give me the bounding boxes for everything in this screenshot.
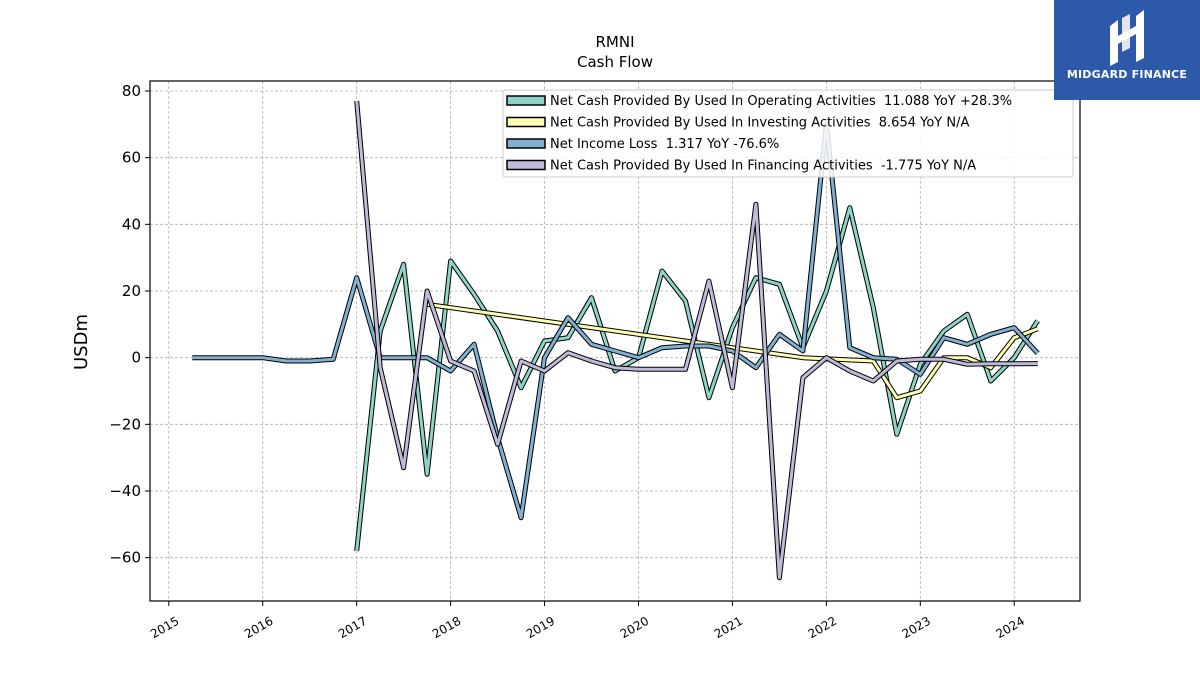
x-tick-label: 2017 xyxy=(336,614,369,641)
series-group xyxy=(192,100,1040,581)
legend-label-2: Net Income Loss 1.317 YoY -76.6% xyxy=(550,137,779,152)
x-tick-label: 2015 xyxy=(148,614,181,641)
series-line-outline-0 xyxy=(354,205,1040,552)
series-line-2 xyxy=(192,122,1039,520)
legend-box xyxy=(502,89,1074,178)
y-tick-label: −60 xyxy=(109,549,141,567)
x-tick-label: 2018 xyxy=(430,614,463,641)
legend-label-3: Net Cash Provided By Used In Financing A… xyxy=(550,159,976,174)
x-tick-label: 2024 xyxy=(994,614,1027,641)
x-tick-label: 2021 xyxy=(712,614,745,641)
legend-swatch-1 xyxy=(506,116,546,128)
x-tick-label: 2019 xyxy=(524,614,557,641)
y-tick-label: −40 xyxy=(109,482,141,500)
series-line-0 xyxy=(355,206,1039,552)
y-tick-label: 0 xyxy=(131,349,141,367)
y-tick-label: −20 xyxy=(109,415,141,433)
x-tick-label: 2016 xyxy=(242,614,275,641)
x-tick-label: 2020 xyxy=(618,614,651,641)
legend: Net Cash Provided By Used In Operating A… xyxy=(502,89,1074,178)
chart-title: RMNI xyxy=(595,33,634,51)
logo-mark-icon xyxy=(1110,10,1144,66)
y-tick-label: 60 xyxy=(122,149,141,167)
y-tick-label: 80 xyxy=(122,82,141,100)
legend-label-0: Net Cash Provided By Used In Operating A… xyxy=(550,94,1012,109)
y-tick-label: 20 xyxy=(122,282,141,300)
legend-label-1: Net Cash Provided By Used In Investing A… xyxy=(550,116,969,131)
plot-frame xyxy=(149,80,1081,602)
y-tick-label: 40 xyxy=(122,215,141,233)
x-tick-label: 2022 xyxy=(806,614,839,641)
series-line-1 xyxy=(426,302,1039,400)
legend-swatch-2 xyxy=(506,138,546,149)
series-line-outline-2 xyxy=(192,121,1040,521)
logo-text: MIDGARD FINANCE xyxy=(1066,68,1188,81)
series-line-3 xyxy=(355,100,1038,580)
y-axis-label: USDm xyxy=(71,314,92,370)
legend-swatch-0 xyxy=(506,95,546,106)
legend-swatch-3 xyxy=(506,159,546,171)
chart-subtitle: Cash Flow xyxy=(577,53,653,71)
brand-logo: MIDGARD FINANCE xyxy=(1054,0,1200,100)
x-tick-label: 2023 xyxy=(900,614,933,641)
